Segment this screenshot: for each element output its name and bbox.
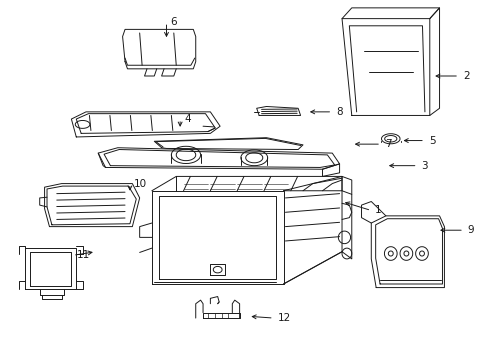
Text: 8: 8 xyxy=(335,107,342,117)
Text: 5: 5 xyxy=(428,136,434,145)
Text: 3: 3 xyxy=(421,161,427,171)
Text: 10: 10 xyxy=(134,179,146,189)
Text: 6: 6 xyxy=(170,17,177,27)
Text: 4: 4 xyxy=(183,114,190,124)
Text: 2: 2 xyxy=(462,71,468,81)
Text: 7: 7 xyxy=(384,139,391,149)
Text: 11: 11 xyxy=(77,250,90,260)
Text: 1: 1 xyxy=(374,206,381,216)
Text: 9: 9 xyxy=(467,225,473,235)
Text: 12: 12 xyxy=(277,313,290,323)
